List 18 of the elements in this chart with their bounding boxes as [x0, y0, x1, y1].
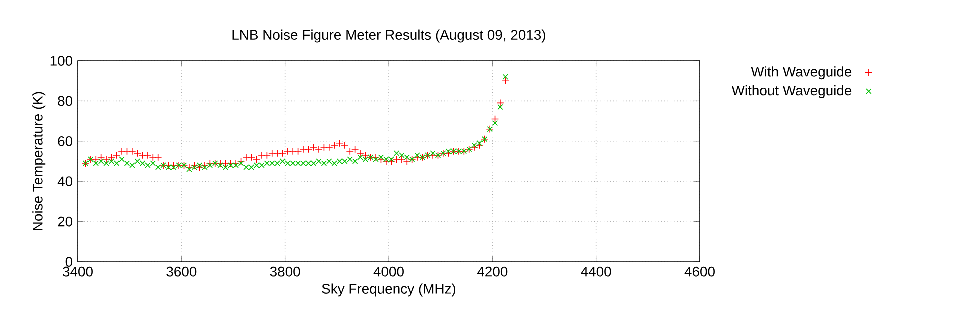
x-tick-label: 4200	[477, 266, 508, 277]
legend-label: Without Waveguide	[732, 85, 852, 98]
y-tick-label: 0	[66, 257, 73, 267]
x-tick-label: 3600	[166, 266, 197, 277]
x-tick-label: 4000	[374, 266, 404, 277]
x-tick-label: 4400	[581, 266, 612, 277]
y-tick-label: 20	[58, 216, 73, 227]
chart-title: LNB Noise Figure Meter Results (August 09, 2013)	[232, 30, 546, 43]
y-axis-title: Noise Temperature (K)	[32, 92, 46, 231]
x-tick-label: 4600	[684, 266, 715, 277]
y-tick-label: 100	[50, 56, 73, 66]
y-tick-label: 40	[58, 176, 73, 187]
x-tick-label: 3400	[63, 266, 93, 277]
x-axis-title: Sky Frequency (MHz)	[322, 284, 456, 297]
y-tick-label: 60	[58, 136, 73, 146]
y-tick-label: 80	[58, 96, 73, 106]
x-tick-label: 3800	[270, 266, 300, 277]
legend-label: With Waveguide	[751, 66, 852, 80]
